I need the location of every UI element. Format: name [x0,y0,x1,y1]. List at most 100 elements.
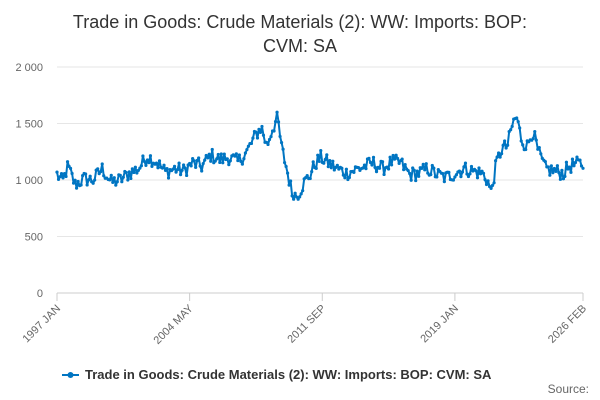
data-point[interactable] [65,160,70,164]
data-point[interactable] [115,180,119,184]
data-point[interactable] [178,172,183,177]
data-point[interactable] [68,166,73,171]
data-point[interactable] [194,165,198,169]
data-point[interactable] [99,170,103,174]
data-point[interactable] [142,159,147,164]
data-point[interactable] [130,167,134,171]
data-point[interactable] [64,174,68,179]
data-point[interactable] [534,138,538,142]
data-point[interactable] [308,176,312,181]
data-point[interactable] [156,166,160,170]
data-point[interactable] [397,161,401,165]
data-point[interactable] [296,197,300,201]
data-point[interactable] [246,144,251,148]
data-point[interactable] [111,180,115,184]
data-point[interactable] [569,170,573,174]
data-point[interactable] [284,164,288,169]
data-point[interactable] [282,160,287,165]
data-point[interactable] [55,170,59,174]
data-point[interactable] [367,156,371,161]
data-point[interactable] [249,141,254,146]
data-point[interactable] [531,136,535,141]
data-point[interactable] [245,147,249,152]
data-point[interactable] [254,130,258,134]
data-point[interactable] [558,177,563,181]
data-point[interactable] [222,152,226,156]
data-point[interactable] [154,161,159,165]
data-point[interactable] [362,163,367,167]
data-point[interactable] [475,176,480,180]
data-point[interactable] [272,129,276,133]
data-point[interactable] [483,178,487,182]
data-point[interactable] [572,164,576,168]
data-point[interactable] [469,164,474,169]
data-point[interactable] [555,164,559,168]
data-point[interactable] [322,161,326,165]
data-point[interactable] [207,152,211,156]
data-point[interactable] [477,166,481,170]
data-point[interactable] [71,181,76,185]
data-point[interactable] [162,163,166,167]
data-point[interactable] [129,176,133,181]
data-point[interactable] [257,127,261,131]
data-point[interactable] [227,163,231,167]
data-point[interactable] [209,159,213,163]
data-point[interactable] [281,147,285,151]
data-point[interactable] [177,161,181,165]
data-point[interactable] [189,164,193,168]
data-point[interactable] [150,164,154,168]
data-point[interactable] [539,152,543,156]
data-point[interactable] [341,173,345,177]
data-point[interactable] [126,178,130,182]
data-point[interactable] [537,145,541,150]
data-point[interactable] [290,194,294,198]
data-point[interactable] [549,164,553,168]
data-point[interactable] [490,183,495,187]
data-point[interactable] [317,159,321,163]
data-point[interactable] [551,171,555,175]
data-point[interactable] [414,178,418,183]
data-point[interactable] [311,160,315,164]
data-point[interactable] [335,163,339,167]
data-point[interactable] [275,110,279,114]
data-point[interactable] [124,170,128,175]
data-point[interactable] [279,140,284,145]
data-point[interactable] [557,171,561,175]
data-point[interactable] [412,168,416,172]
data-point[interactable] [183,166,187,170]
data-point[interactable] [503,139,507,143]
data-point[interactable] [466,174,471,179]
data-point[interactable] [459,175,463,179]
data-point[interactable] [100,162,104,166]
data-point[interactable] [546,165,550,169]
data-point[interactable] [114,183,118,187]
data-point[interactable] [515,116,519,120]
data-point[interactable] [260,124,264,129]
data-point[interactable] [465,172,469,176]
data-point[interactable] [299,192,303,196]
data-point[interactable] [347,175,351,180]
data-point[interactable] [73,178,77,182]
data-point[interactable] [70,171,74,176]
data-point[interactable] [370,163,374,167]
data-point[interactable] [575,155,579,159]
data-point[interactable] [221,161,225,165]
data-point[interactable] [239,159,243,163]
data-point[interactable] [206,156,210,160]
data-point[interactable] [59,172,64,176]
data-point[interactable] [225,157,229,161]
data-point[interactable] [441,172,445,176]
data-point[interactable] [127,170,131,174]
data-point[interactable] [278,134,282,139]
data-point[interactable] [361,166,365,170]
data-point[interactable] [510,124,514,128]
data-point[interactable] [269,135,273,139]
data-point[interactable] [243,151,247,155]
data-point[interactable] [356,165,361,170]
data-point[interactable] [564,160,569,164]
data-point[interactable] [96,167,100,171]
data-point[interactable] [421,162,425,166]
legend[interactable]: Trade in Goods: Crude Materials (2): WW:… [62,367,492,382]
data-point[interactable] [276,120,281,124]
data-point[interactable] [406,169,410,173]
